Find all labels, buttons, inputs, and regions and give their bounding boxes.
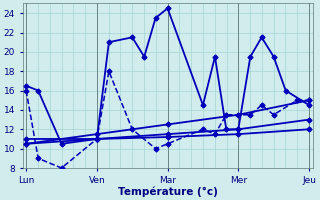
X-axis label: Température (°c): Température (°c): [118, 186, 218, 197]
